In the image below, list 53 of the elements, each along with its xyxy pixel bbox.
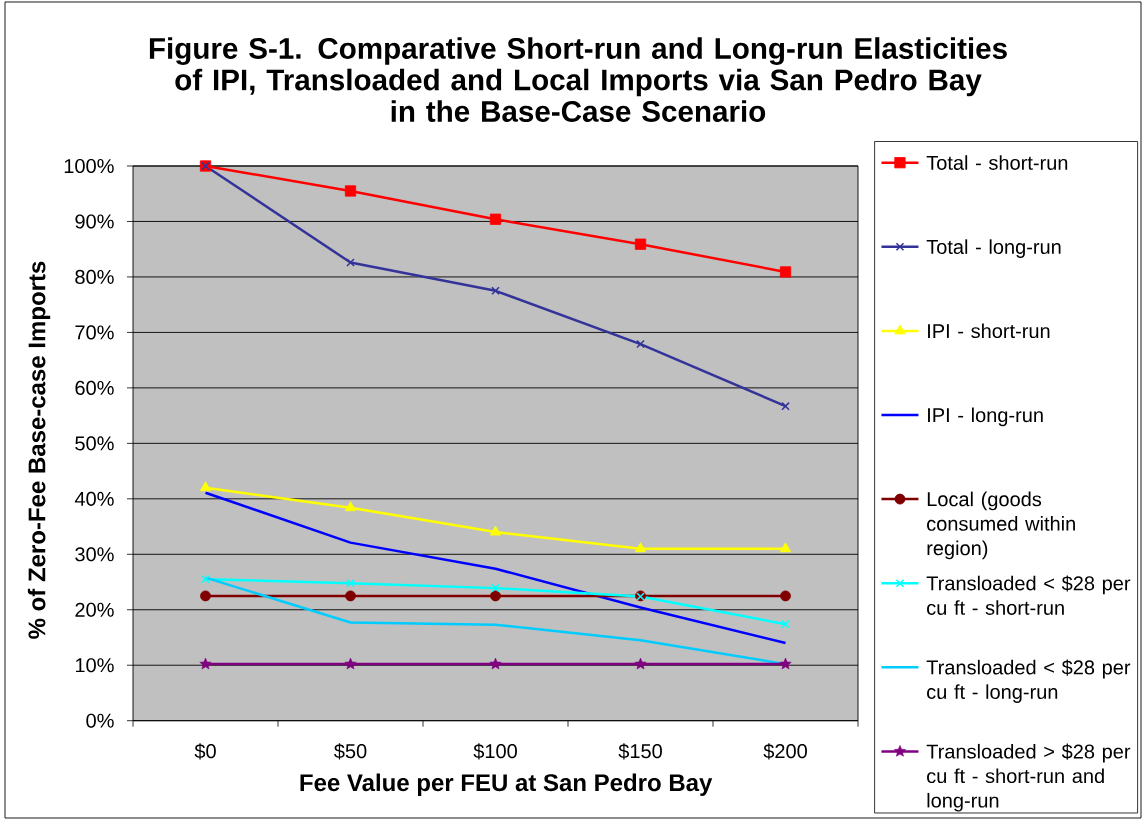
- legend-label: IPI - short-run: [928, 323, 1050, 339]
- x-tick-label: $0: [194, 743, 216, 760]
- point: [781, 619, 790, 629]
- point: [490, 590, 501, 602]
- y-tick-label: 40%: [74, 491, 114, 506]
- point: [200, 590, 211, 602]
- x-tick-label: $150: [618, 743, 662, 760]
- legend-label: Total - short-run: [926, 155, 1068, 170]
- point: [634, 238, 647, 250]
- y-tick-label: 10%: [75, 658, 114, 673]
- point: [346, 578, 355, 588]
- point: [634, 542, 647, 553]
- legend-label: Local (goods consumed within region): [927, 491, 1075, 560]
- y-tick-label: 100%: [64, 158, 114, 174]
- point: [781, 401, 790, 411]
- x-axis-title: Fee Value per FEU at San Pedro Bay: [300, 773, 713, 796]
- chart-title: Figure S-1. Comparative Short-run and Long-run Elasticities of IPI, Transloaded and Local Imports via San Pedro Bay in the Base-Case Scenario: [149, 37, 1007, 122]
- y-tick-label: 70%: [75, 325, 114, 340]
- point: [344, 657, 357, 670]
- y-tick-label: 0%: [86, 713, 114, 728]
- point: [199, 481, 212, 492]
- x-tick-label: $100: [473, 743, 517, 760]
- point: [779, 266, 792, 278]
- y-tick-label: 90%: [75, 214, 114, 229]
- point: [491, 583, 500, 593]
- point: [345, 590, 356, 602]
- x-tick-label: $200: [763, 743, 807, 760]
- legend-label: Transloaded > $28 per cu ft - short-run and long-run: [926, 743, 1131, 812]
- point: [489, 525, 502, 536]
- point: [201, 574, 210, 584]
- y-tick-label: 80%: [75, 269, 114, 285]
- point: [344, 185, 357, 197]
- point: [489, 213, 502, 225]
- point: [489, 657, 502, 670]
- y-tick-label: 60%: [75, 380, 114, 395]
- point: [344, 501, 357, 512]
- legend-label: Total - long-run: [926, 239, 1061, 258]
- point: [780, 590, 791, 602]
- y-tick-label: 50%: [75, 436, 114, 451]
- point: [634, 657, 647, 670]
- y-axis-title: % of Zero-Fee Base-case Imports: [27, 261, 51, 639]
- point: [636, 339, 645, 349]
- legend-label: IPI - long-run: [928, 407, 1043, 427]
- point: [491, 286, 500, 296]
- y-tick-label: 20%: [75, 602, 114, 617]
- point: [779, 542, 792, 553]
- legend-label: Transloaded < $28 per cu ft - short-run: [926, 575, 1131, 615]
- x-tick-label: $50: [334, 743, 367, 760]
- point: [199, 657, 212, 670]
- legend-label: Transloaded < $28 per cu ft - long-run: [926, 659, 1131, 703]
- y-tick-label: 30%: [75, 547, 114, 562]
- point: [346, 258, 355, 267]
- point: [779, 657, 792, 670]
